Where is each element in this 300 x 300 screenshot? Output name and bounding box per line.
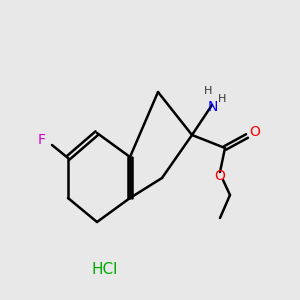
Text: F: F (38, 133, 46, 147)
Text: O: O (250, 125, 260, 139)
Text: HCl: HCl (92, 262, 118, 278)
Text: O: O (214, 169, 225, 183)
Text: H: H (204, 86, 212, 96)
Text: H: H (218, 94, 226, 104)
Text: N: N (208, 100, 218, 114)
